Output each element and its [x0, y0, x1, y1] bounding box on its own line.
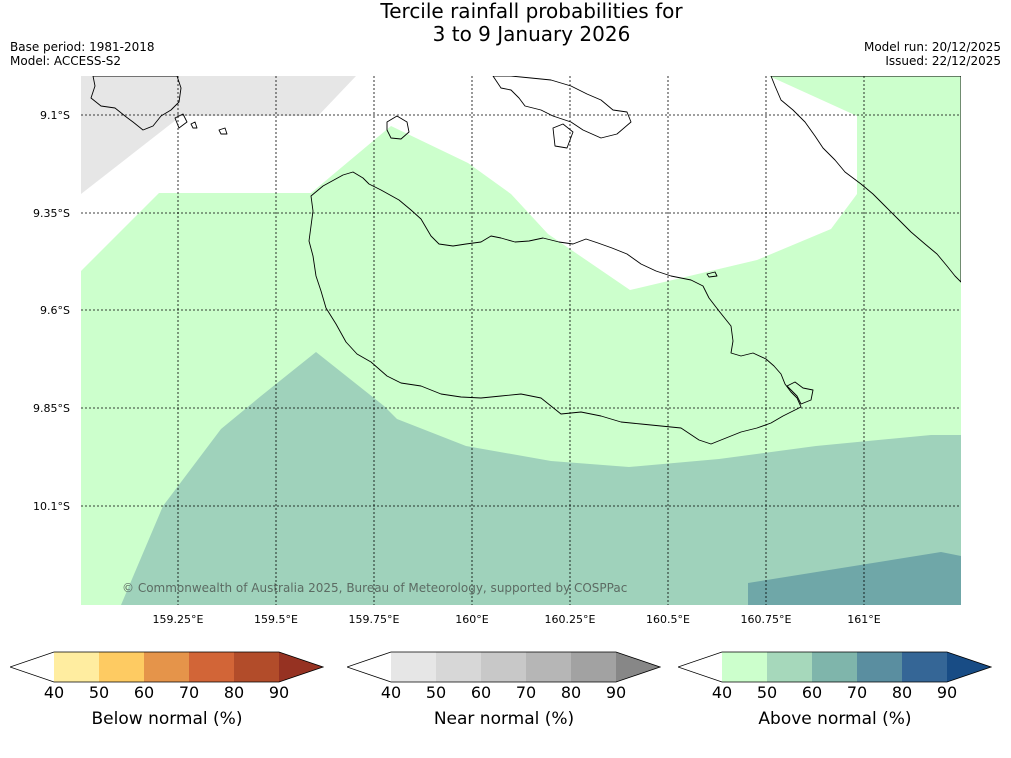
colorbar-near-tick-0: 40	[380, 683, 402, 702]
lat-label-1: 9.35°S	[33, 207, 70, 220]
colorbar-near-swatch-0	[347, 652, 391, 682]
colorbar-below-swatch-6	[279, 652, 323, 682]
coastline-guadalcanal	[308, 171, 802, 445]
colorbar-above-swatch-4	[857, 652, 902, 682]
colorbar-below-swatch-2	[99, 652, 144, 682]
colorbar-above-tick-0: 40	[711, 683, 733, 702]
near-normal-region	[81, 76, 356, 194]
coastline-nw-islands	[90, 76, 182, 131]
coastline-nw-islet-b	[218, 127, 228, 135]
coastline-savo	[386, 115, 410, 140]
above-normal-60-70-region	[121, 352, 961, 605]
coastline-group	[90, 76, 961, 445]
colorbar-below-swatch-3	[144, 652, 189, 682]
colorbar-above-tick-3: 70	[846, 683, 868, 702]
colorbar-near-swatch-3	[481, 652, 526, 682]
model-name: Model: ACCESS-S2	[10, 54, 122, 68]
colorbar-above-tick-5: 90	[936, 683, 958, 702]
lon-label-1: 159.5°E	[254, 613, 298, 626]
colorbar-near-normal: 40 50 60 70 80 90 Near normal (%)	[347, 651, 661, 731]
lon-label-7: 161°E	[847, 613, 881, 626]
colorbar-below-label: Below normal (%)	[91, 709, 243, 729]
colorbar-near-swatch-6	[616, 652, 660, 682]
colorbar-near-tick-5: 90	[605, 683, 627, 702]
colorbar-near-swatch-1	[391, 652, 436, 682]
lon-label-3: 160°E	[455, 613, 489, 626]
colorbar-near-tick-2: 60	[470, 683, 492, 702]
colorbar-above-swatch-3	[812, 652, 857, 682]
colorbar-below-tick-4: 80	[223, 683, 245, 702]
colorbar-near-label: Near normal (%)	[433, 709, 575, 729]
coastline-islet-1	[786, 381, 814, 405]
coastline-islet-2	[706, 271, 718, 278]
colorbar-above-tick-1: 50	[756, 683, 778, 702]
colorbar-above-swatch-0	[678, 652, 722, 682]
colorbar-near-swatch-2	[436, 652, 481, 682]
colorbar-above-normal: 40 50 60 70 80 90 Above normal (%)	[678, 651, 992, 731]
meta-right: Model run: 20/12/2025 Issued: 22/12/2025	[864, 40, 1001, 68]
colorbar-below-swatch-1	[54, 652, 99, 682]
colorbar-above-label: Above normal (%)	[758, 709, 912, 729]
colorbar-below-tick-5: 90	[268, 683, 290, 702]
graticule	[81, 76, 961, 605]
colorbar-near-outline	[347, 651, 661, 683]
colorbar-near-svg	[347, 651, 661, 683]
colorbar-below-tick-2: 60	[133, 683, 155, 702]
title-line-1: Tercile rainfall probabilities for	[380, 0, 683, 23]
colorbar-above-tick-2: 60	[801, 683, 823, 702]
colorbar-near-swatch-4	[526, 652, 571, 682]
colorbar-above-swatch-5	[902, 652, 947, 682]
map-panel[interactable]	[81, 76, 961, 605]
meta-left: Base period: 1981-2018 Model: ACCESS-S2	[10, 40, 155, 68]
colorbar-near-tick-3: 70	[515, 683, 537, 702]
colorbar-above-outline	[678, 651, 992, 683]
lat-label-0: 9.1°S	[40, 109, 70, 122]
chart-title: Tercile rainfall probabilities for 3 to …	[0, 0, 1011, 46]
colorbar-below-normal: 40 50 60 70 80 90 Below normal (%)	[10, 651, 324, 731]
lat-label-2: 9.6°S	[40, 304, 70, 317]
lat-label-4: 10.1°S	[33, 500, 70, 513]
colorbar-below-tick-0: 40	[43, 683, 65, 702]
colorbar-above-swatch-6	[947, 652, 991, 682]
colorbar-near-tick-4: 80	[560, 683, 582, 702]
colorbar-below-svg	[10, 651, 324, 683]
colorbar-above-tick-4: 80	[891, 683, 913, 702]
above-normal-80-90-region	[748, 552, 961, 605]
copyright-notice: © Commonwealth of Australia 2025, Bureau…	[122, 581, 628, 595]
lon-label-4: 160.25°E	[544, 613, 596, 626]
issued-date: Issued: 22/12/2025	[885, 54, 1001, 68]
coastline-malaita	[770, 76, 961, 283]
colorbar-below-tick-3: 70	[178, 683, 200, 702]
base-period: Base period: 1981-2018	[10, 40, 155, 54]
coastline-florida-islands	[492, 76, 632, 139]
coastline-nw-islet-c	[190, 121, 198, 129]
colorbar-above-swatch-1	[722, 652, 767, 682]
lon-label-6: 160.75°E	[740, 613, 792, 626]
colorbar-above-swatch-2	[767, 652, 812, 682]
lon-label-2: 159.75°E	[348, 613, 400, 626]
colorbar-above-svg	[678, 651, 992, 683]
colorbar-below-swatch-4	[189, 652, 234, 682]
lat-label-3: 9.85°S	[33, 402, 70, 415]
colorbar-below-swatch-0	[10, 652, 54, 682]
title-line-2: 3 to 9 January 2026	[432, 22, 631, 46]
colorbar-near-tick-1: 50	[425, 683, 447, 702]
lon-label-5: 160.5°E	[646, 613, 690, 626]
model-run: Model run: 20/12/2025	[863, 40, 1001, 54]
colorbar-below-tick-1: 50	[88, 683, 110, 702]
colorbar-near-swatch-5	[571, 652, 616, 682]
map-svg	[81, 76, 961, 605]
lon-label-0: 159.25°E	[152, 613, 204, 626]
colorbar-below-outline	[10, 651, 324, 683]
colorbar-below-swatch-5	[234, 652, 279, 682]
